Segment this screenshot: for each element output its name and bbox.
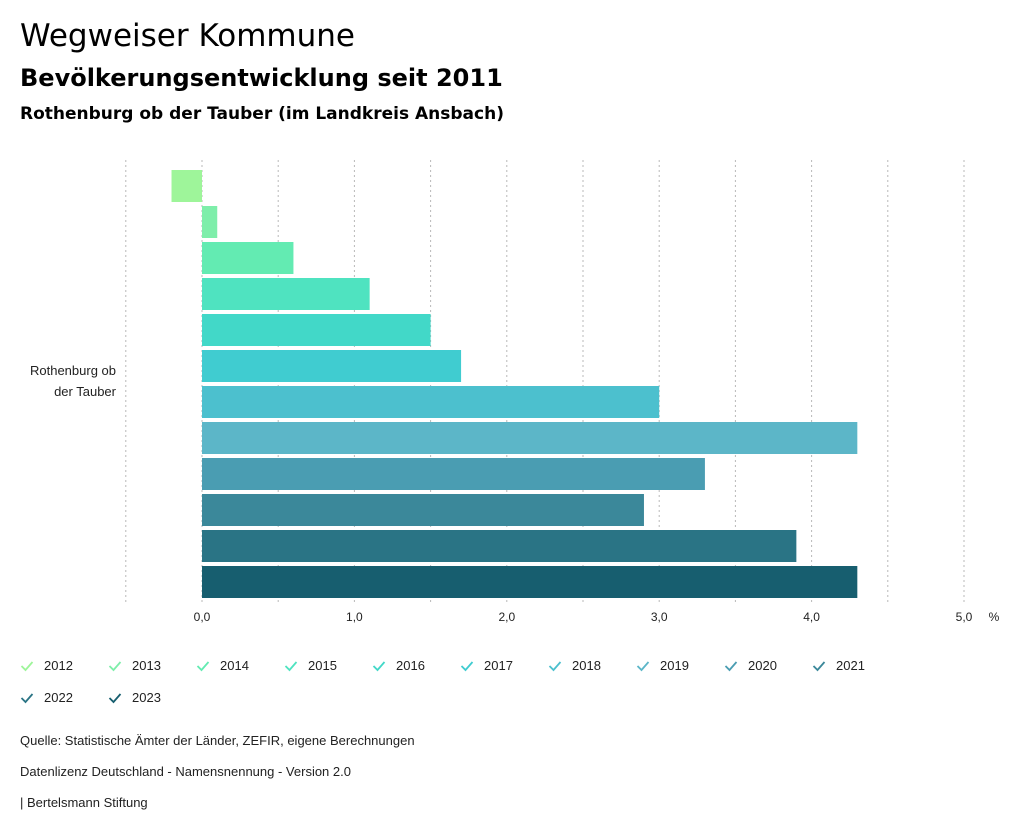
check-icon [108, 692, 122, 703]
check-icon [636, 660, 650, 671]
bar-chart: 0,0 1,0 2,0 3,0 4,0 5,0% [125, 160, 1000, 624]
legend-item-2021[interactable]: 2021 [812, 658, 865, 673]
check-icon [812, 660, 826, 671]
bar-2017 [202, 350, 462, 382]
legend-label: 2016 [396, 658, 425, 673]
check-icon [372, 660, 386, 671]
category-label-line-1: Rothenburg ob [29, 363, 116, 378]
x-unit-label: % [989, 610, 1000, 624]
check-icon [284, 660, 298, 671]
legend-item-2012[interactable]: 2012 [20, 658, 73, 673]
bar-2018 [202, 386, 660, 418]
legend-label: 2019 [660, 658, 689, 673]
legend-label: 2020 [748, 658, 777, 673]
check-icon [548, 660, 562, 671]
page-title: Wegweiser Kommune [20, 18, 355, 54]
bar-2015 [202, 278, 370, 310]
check-icon [20, 660, 34, 671]
legend-item-2019[interactable]: 2019 [636, 658, 689, 673]
legend-item-2016[interactable]: 2016 [372, 658, 425, 673]
legend-item-2018[interactable]: 2018 [548, 658, 601, 673]
category-label-line-2: der Tauber [54, 384, 116, 399]
bar-2012 [171, 170, 202, 202]
legend-item-2014[interactable]: 2014 [196, 658, 249, 673]
chart-subtitle: Bevölkerungsentwicklung seit 2011 [20, 64, 503, 92]
x-tick-label: 5,0 [956, 610, 973, 624]
x-tick-label: 0,0 [194, 610, 211, 624]
check-icon [724, 660, 738, 671]
legend-label: 2017 [484, 658, 513, 673]
legend-label: 2022 [44, 690, 73, 705]
x-tick-label: 2,0 [498, 610, 515, 624]
legend-label: 2014 [220, 658, 249, 673]
check-icon [460, 660, 474, 671]
bar-2023 [202, 566, 858, 598]
bar-2014 [202, 242, 294, 274]
legend-item-2015[interactable]: 2015 [284, 658, 337, 673]
source-note: Quelle: Statistische Ämter der Länder, Z… [20, 733, 415, 748]
legend-label: 2015 [308, 658, 337, 673]
legend-label: 2021 [836, 658, 865, 673]
region-title: Rothenburg ob der Tauber (im Landkreis A… [20, 104, 504, 124]
check-icon [108, 660, 122, 671]
bar-2013 [202, 206, 218, 238]
legend-label: 2023 [132, 690, 161, 705]
legend-item-2020[interactable]: 2020 [724, 658, 777, 673]
check-icon [20, 692, 34, 703]
bar-2020 [202, 458, 705, 490]
legend-item-2013[interactable]: 2013 [108, 658, 161, 673]
bar-2016 [202, 314, 431, 346]
bar-2022 [202, 530, 797, 562]
x-tick-label: 3,0 [651, 610, 668, 624]
legend-item-2022[interactable]: 2022 [20, 690, 73, 705]
x-tick-label: 1,0 [346, 610, 363, 624]
x-tick-label: 4,0 [803, 610, 820, 624]
check-icon [196, 660, 210, 671]
bar-2019 [202, 422, 858, 454]
legend-item-2023[interactable]: 2023 [108, 690, 161, 705]
bar-2021 [202, 494, 644, 526]
legend-label: 2012 [44, 658, 73, 673]
license-note: Datenlizenz Deutschland - Namensnennung … [20, 764, 351, 779]
publisher-note: | Bertelsmann Stiftung [20, 795, 148, 810]
legend-label: 2013 [132, 658, 161, 673]
legend-item-2017[interactable]: 2017 [460, 658, 513, 673]
category-label: Rothenburg ob der Tauber [10, 360, 116, 402]
legend-label: 2018 [572, 658, 601, 673]
